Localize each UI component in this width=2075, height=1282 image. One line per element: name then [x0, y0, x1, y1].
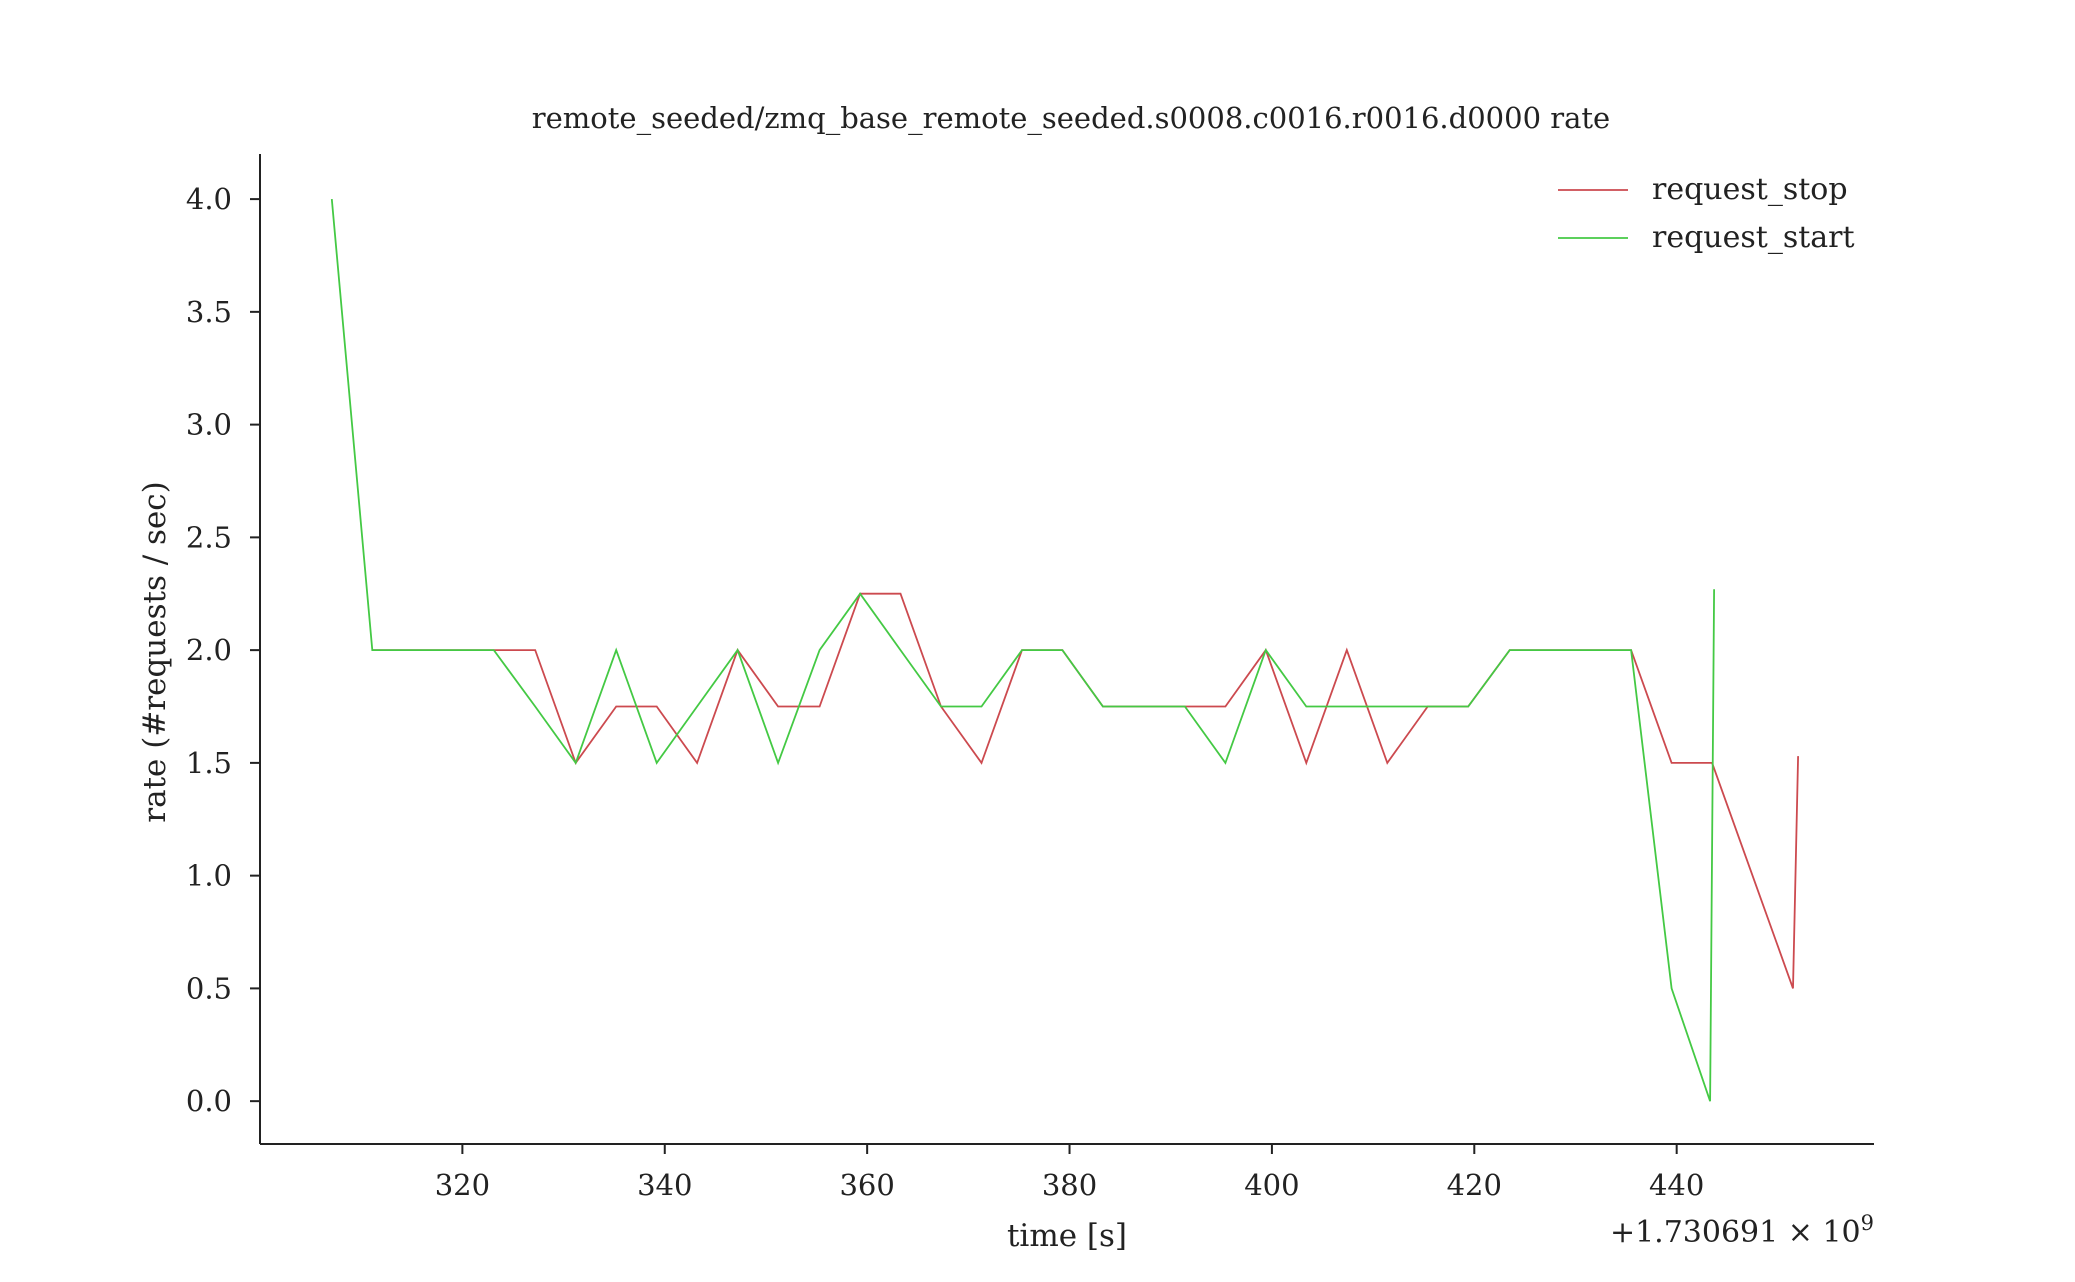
x-axis-label: time [s] [1007, 1218, 1127, 1254]
x-tick-label: 380 [1042, 1168, 1097, 1202]
legend-label-request-stop: request_stop [1652, 172, 1848, 207]
x-tick-label: 440 [1649, 1168, 1704, 1202]
y-tick-label: 0.5 [186, 971, 232, 1005]
y-tick-label: 3.0 [186, 408, 232, 442]
legend: request_stop request_start [1558, 172, 1855, 255]
y-tick-label: 1.0 [186, 859, 232, 893]
x-tick-label: 400 [1244, 1168, 1299, 1202]
y-tick-label: 3.5 [186, 295, 232, 329]
x-tick-group: 320 340 360 380 400 420 440 [435, 1144, 1704, 1202]
x-tick-label: 360 [839, 1168, 894, 1202]
legend-label-request-start: request_start [1652, 220, 1855, 255]
y-tick-label: 4.0 [186, 182, 232, 216]
series-layer [330, 199, 1799, 1102]
y-tick-label: 0.0 [186, 1084, 232, 1118]
x-tick-label: 320 [435, 1168, 490, 1202]
y-tick-group: 0.0 0.5 1.0 1.5 2.0 2.5 3.0 3.5 4.0 [186, 182, 260, 1118]
series-line-request-stop [372, 592, 1799, 989]
y-tick-label: 2.0 [186, 633, 232, 667]
y-axis-label: rate (#requests / sec) [137, 481, 173, 822]
x-tick-label: 420 [1447, 1168, 1502, 1202]
x-offset-label: +1.730691 × 109 [1610, 1211, 1874, 1250]
y-tick-label: 1.5 [186, 746, 232, 780]
chart-title: remote_seeded/zmq_base_remote_seeded.s00… [532, 101, 1610, 136]
y-tick-label: 2.5 [186, 520, 232, 554]
x-offset-exponent: 9 [1861, 1211, 1874, 1235]
series-line-request-start [330, 199, 1715, 1102]
x-tick-label: 340 [637, 1168, 692, 1202]
x-offset-mantissa: +1.730691 × 10 [1610, 1215, 1861, 1250]
